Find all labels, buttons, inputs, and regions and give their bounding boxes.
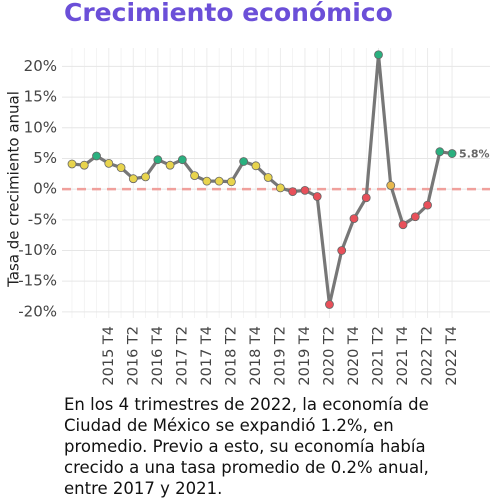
point [190,171,200,181]
point [276,183,285,193]
point [128,174,138,184]
x-tick-label: 2021 T2 [371,326,387,386]
point [165,160,175,170]
y-axis-label: Tasa de crecimiento anual [5,91,23,288]
x-tick-label: 2015 T4 [101,326,117,386]
point [374,50,383,60]
y-tick-label: 15% [24,88,57,106]
x-tick-label: 2017 T4 [199,326,215,386]
x-tick-label: 2022 T2 [420,326,436,386]
x-tick-label: 2020 T4 [346,326,362,386]
y-tick-label: 0% [33,180,57,198]
point [79,160,89,170]
point [116,163,126,173]
x-tick-label: 2021 T4 [395,326,411,386]
point [398,220,408,230]
x-tick-label: 2019 T4 [297,326,313,386]
x-tick-label: 2018 T2 [223,326,239,386]
point [410,212,420,222]
point [214,176,224,186]
point [251,161,261,171]
point [312,192,322,201]
y-tick-label: 20% [24,57,57,75]
x-tick-label: 2022 T4 [444,326,460,386]
value-label: 5.8% [459,148,490,161]
point [104,158,114,168]
point [239,157,249,166]
x-tick-label: 2016 T2 [125,326,141,386]
point [141,172,150,182]
y-tick-label: 10% [24,118,57,136]
y-tick-label: 5% [33,149,57,167]
point [325,300,334,309]
point [153,155,163,165]
point [177,155,187,165]
chart-title: Crecimiento económico [64,0,393,27]
x-tick-label: 2018 T4 [248,326,264,386]
point [226,177,236,187]
point [300,185,310,195]
x-tick-label: 2020 T2 [321,326,337,386]
point [423,200,432,210]
point [435,147,445,157]
x-tick-label: 2019 T2 [272,326,288,386]
point [447,149,457,158]
point [288,187,298,196]
point [386,181,396,190]
y-tick-label: -20% [18,302,57,320]
y-tick-label: -5% [28,210,57,228]
chart: Crecimiento económico Tasa de crecimient… [5,0,490,386]
caption: En los 4 trimestres de 2022, la economía… [64,395,429,498]
point [263,173,273,182]
point [361,193,371,203]
point [349,214,359,223]
point [337,246,347,255]
x-tick-label: 2017 T2 [174,326,190,386]
point [67,159,77,169]
y-tick-label: -10% [18,241,57,259]
y-tick-label: -15% [18,272,57,290]
point [92,151,101,161]
x-tick-label: 2016 T4 [150,326,166,386]
point [202,176,212,186]
